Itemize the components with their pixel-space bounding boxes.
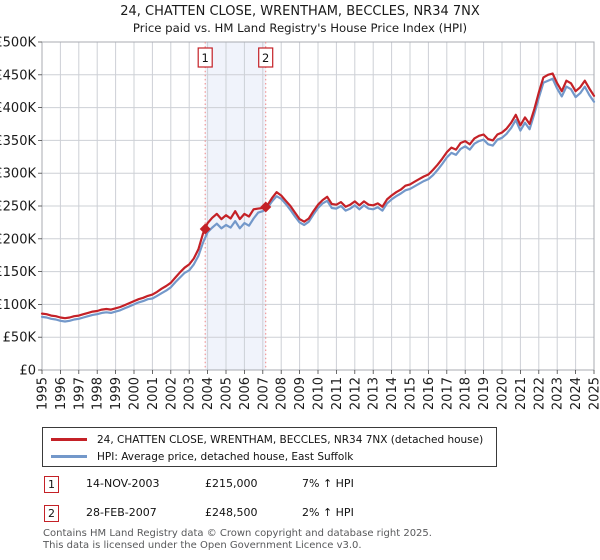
svg-text:2013: 2013 bbox=[367, 377, 382, 410]
svg-text:2018: 2018 bbox=[459, 377, 474, 410]
svg-text:2019: 2019 bbox=[477, 377, 492, 410]
price-paid-line bbox=[40, 72, 596, 320]
transaction-2-hpi-delta: 2% ↑ HPI bbox=[302, 506, 354, 519]
svg-text:2014: 2014 bbox=[385, 377, 400, 410]
svg-text:2022: 2022 bbox=[532, 377, 547, 410]
svg-text:2017: 2017 bbox=[440, 377, 455, 410]
svg-text:2009: 2009 bbox=[293, 377, 308, 410]
svg-text:2006: 2006 bbox=[238, 377, 253, 410]
svg-text:2004: 2004 bbox=[201, 377, 216, 410]
svg-text:2015: 2015 bbox=[404, 377, 419, 410]
sale-marker-2: 2 bbox=[258, 47, 274, 213]
svg-text:£100K: £100K bbox=[0, 298, 36, 313]
svg-text:1996: 1996 bbox=[54, 377, 69, 410]
svg-text:1997: 1997 bbox=[72, 377, 87, 410]
transactions-list: 1 14-NOV-2003 £215,000 7% ↑ HPI 2 28-FEB… bbox=[44, 474, 574, 532]
hpi-line bbox=[40, 77, 596, 323]
sale-diamond-1 bbox=[199, 223, 211, 235]
sale-flag-box-2 bbox=[258, 47, 274, 68]
gridlines bbox=[41, 41, 595, 371]
svg-text:£300K: £300K bbox=[0, 167, 36, 182]
svg-text:2024: 2024 bbox=[569, 377, 584, 410]
legend-label-property: 24, CHATTEN CLOSE, WRENTHAM, BECCLES, NR… bbox=[97, 433, 484, 446]
transaction-row-1: 1 14-NOV-2003 £215,000 7% ↑ HPI bbox=[44, 474, 574, 503]
svg-text:2007: 2007 bbox=[256, 377, 271, 410]
svg-text:£0: £0 bbox=[19, 364, 36, 379]
svg-text:2008: 2008 bbox=[275, 377, 290, 410]
svg-text:2021: 2021 bbox=[514, 377, 529, 410]
svg-text:2025: 2025 bbox=[588, 377, 600, 410]
svg-text:1999: 1999 bbox=[109, 377, 124, 410]
footer-line-1: Contains HM Land Registry data © Crown c… bbox=[43, 528, 432, 539]
page-title: 24, CHATTEN CLOSE, WRENTHAM, BECCLES, NR… bbox=[120, 4, 480, 19]
svg-text:£500K: £500K bbox=[0, 36, 36, 51]
svg-text:£150K: £150K bbox=[0, 265, 36, 280]
copyright-footer: Contains HM Land Registry data © Crown c… bbox=[43, 528, 432, 551]
transaction-1-price: £215,000 bbox=[205, 477, 258, 490]
svg-text:2001: 2001 bbox=[146, 377, 161, 410]
svg-text:2000: 2000 bbox=[128, 377, 143, 410]
svg-text:2020: 2020 bbox=[496, 377, 511, 410]
transaction-2-date: 28-FEB-2007 bbox=[86, 506, 157, 519]
data-lines bbox=[40, 72, 596, 323]
sale-flag-box-1 bbox=[197, 47, 213, 68]
sale-flag-number-2: 2 bbox=[262, 51, 269, 65]
price-chart: 1 2 £0 £50K £100K £150K £200K £250K £300K £350K £4… bbox=[0, 36, 600, 411]
svg-text:1995: 1995 bbox=[36, 377, 51, 410]
transaction-1-hpi-delta: 7% ↑ HPI bbox=[302, 477, 354, 490]
legend-item-hpi: HPI: Average price, detached house, East… bbox=[51, 448, 496, 465]
sale-marker-1: 1 bbox=[197, 47, 213, 235]
page-subtitle: Price paid vs. HM Land Registry's House … bbox=[132, 21, 468, 35]
plot-border-and-ticks bbox=[38, 41, 595, 374]
y-axis-labels: £0 £50K £100K £150K £200K £250K £300K £350K £400… bbox=[0, 36, 36, 379]
price-line-swatch bbox=[51, 438, 87, 441]
hpi-line-swatch bbox=[51, 455, 87, 458]
legend-label-hpi: HPI: Average price, detached house, East… bbox=[97, 450, 354, 463]
svg-text:2003: 2003 bbox=[183, 377, 198, 410]
svg-text:2005: 2005 bbox=[220, 377, 235, 410]
transaction-2-price: £248,500 bbox=[205, 506, 258, 519]
legend-item-property: 24, CHATTEN CLOSE, WRENTHAM, BECCLES, NR… bbox=[51, 431, 496, 448]
footer-line-2: This data is licensed under the Open Gov… bbox=[43, 539, 362, 551]
transaction-1-date: 14-NOV-2003 bbox=[86, 477, 160, 490]
svg-text:2012: 2012 bbox=[348, 377, 363, 410]
svg-text:£450K: £450K bbox=[0, 68, 36, 83]
transaction-2-number-badge: 2 bbox=[44, 505, 59, 522]
x-axis-labels: 1995 1996 1997 1998 1999 2000 2001 2002 2003 2004… bbox=[36, 377, 600, 410]
transaction-1-number-badge: 1 bbox=[44, 476, 59, 493]
svg-text:2010: 2010 bbox=[312, 377, 327, 410]
svg-text:£250K: £250K bbox=[0, 200, 36, 215]
transaction-row-2: 2 28-FEB-2007 £248,500 2% ↑ HPI bbox=[44, 503, 574, 532]
svg-text:£350K: £350K bbox=[0, 134, 36, 149]
svg-text:£50K: £50K bbox=[3, 331, 37, 346]
svg-text:2016: 2016 bbox=[422, 377, 437, 410]
svg-text:£200K: £200K bbox=[0, 232, 36, 247]
svg-text:£400K: £400K bbox=[0, 101, 36, 116]
svg-text:2011: 2011 bbox=[330, 377, 345, 410]
sale-flag-number-1: 1 bbox=[202, 51, 209, 65]
svg-text:1998: 1998 bbox=[91, 377, 106, 410]
svg-text:2002: 2002 bbox=[164, 377, 179, 410]
legend: 24, CHATTEN CLOSE, WRENTHAM, BECCLES, NR… bbox=[42, 427, 497, 467]
svg-text:2023: 2023 bbox=[551, 377, 566, 410]
sale-diamond-2 bbox=[260, 201, 272, 213]
